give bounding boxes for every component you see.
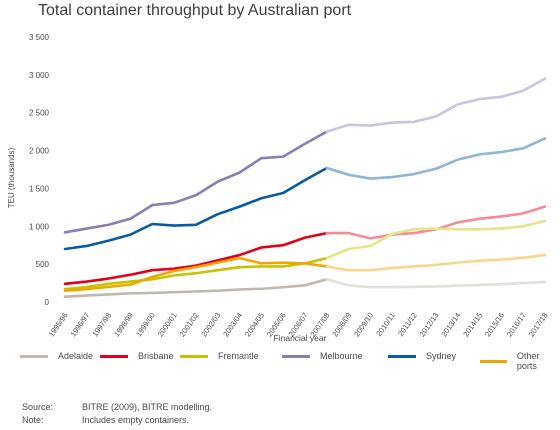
note-line: Note: Includes empty containers. xyxy=(22,414,212,427)
y-tick-label: 2 000 xyxy=(29,147,50,156)
x-tick-label: 2016/17 xyxy=(505,311,528,338)
y-tick-label: 2 500 xyxy=(29,109,50,118)
legend-item: Adelaide xyxy=(20,351,93,361)
legend-item: Brisbane xyxy=(100,351,174,361)
legend: Adelaide Brisbane Fremantle Melbourne Sydney… xyxy=(20,351,560,371)
source-label: Source: xyxy=(22,402,54,412)
x-tick-label: 2013/14 xyxy=(439,311,462,338)
source-line: Source: BITRE (2009), BITRE modelling. xyxy=(22,401,212,414)
legend-item: Other ports xyxy=(480,351,560,371)
line-chart: 0 500 1 000 1 500 2 000 2 500 3 000 3 500 1995/… xyxy=(7,33,550,343)
legend-swatch xyxy=(388,354,416,358)
series-sydney xyxy=(63,137,547,251)
series-line-projected xyxy=(325,253,547,272)
chart-title: Total container throughput by Australian… xyxy=(38,2,352,19)
legend-label: Sydney xyxy=(426,351,457,361)
note-text: Includes empty containers. xyxy=(82,415,190,425)
note-label: Note: xyxy=(22,415,44,425)
y-axis-label: TEU (thousands) xyxy=(7,147,16,208)
series-line-projected xyxy=(325,137,547,180)
legend-swatch xyxy=(480,359,507,363)
legend-item: Melbourne xyxy=(282,351,363,361)
legend-label: Adelaide xyxy=(58,351,94,361)
series-layer xyxy=(63,77,547,299)
legend-swatch xyxy=(20,354,48,358)
x-tick-label: 1995/96 xyxy=(47,311,70,338)
series-line-actual xyxy=(63,130,329,234)
y-axis: 0 500 1 000 1 500 2 000 2 500 3 000 3 500 xyxy=(29,33,50,307)
series-adelaide xyxy=(63,277,547,299)
x-tick-label: 2017/18 xyxy=(527,311,550,338)
x-tick-label: 1998/99 xyxy=(112,311,135,338)
source-notes: Source: BITRE (2009), BITRE modelling. No… xyxy=(22,401,212,427)
series-line-projected xyxy=(325,77,547,133)
x-tick-label: 2002/03 xyxy=(199,311,222,338)
legend-item: Fremantle xyxy=(180,351,259,361)
series-melbourne xyxy=(63,77,547,234)
series-line-actual xyxy=(63,166,329,251)
x-tick-label: 2012/13 xyxy=(418,311,441,338)
y-tick-label: 3 500 xyxy=(29,33,50,42)
x-tick-label: 2009/10 xyxy=(352,311,375,338)
legend-item: Sydney xyxy=(388,351,456,361)
y-tick-label: 1 500 xyxy=(29,184,50,193)
series-line-actual xyxy=(63,256,329,292)
x-tick-label: 2001/02 xyxy=(178,311,201,338)
x-tick-label: 2014/15 xyxy=(461,311,484,338)
series-line-projected xyxy=(325,205,547,240)
series-line-projected xyxy=(325,219,547,260)
x-tick-label: 2000/01 xyxy=(156,311,179,338)
series-line-actual xyxy=(63,231,329,286)
legend-swatch xyxy=(180,354,208,358)
x-tick-label: 1996/97 xyxy=(69,311,92,338)
legend-swatch xyxy=(100,354,128,358)
x-tick-label: 2015/16 xyxy=(483,311,506,338)
y-tick-label: 3 000 xyxy=(29,71,50,80)
x-tick-label: 2004/05 xyxy=(243,311,266,338)
series-other-ports xyxy=(63,253,547,292)
legend-label: Other ports xyxy=(516,351,540,371)
source-text: BITRE (2009), BITRE modelling. xyxy=(82,402,213,412)
x-tick-label: 2008/09 xyxy=(330,311,353,338)
x-tick-label: 2003/04 xyxy=(221,311,244,338)
x-axis-label: Financial year xyxy=(274,333,327,343)
x-tick-label: 2010/11 xyxy=(374,311,397,338)
legend-swatch xyxy=(282,354,310,358)
y-tick-label: 500 xyxy=(36,260,50,269)
legend-label: Fremantle xyxy=(218,351,259,361)
y-tick-label: 1 000 xyxy=(29,222,50,231)
legend-label: Melbourne xyxy=(320,351,363,361)
series-fremantle xyxy=(63,219,547,291)
y-tick-label: 0 xyxy=(45,298,50,307)
series-brisbane xyxy=(63,205,547,286)
series-line-projected xyxy=(325,277,547,289)
series-line-actual xyxy=(63,256,329,291)
x-tick-label: 2011/12 xyxy=(396,311,419,338)
legend-label: Brisbane xyxy=(138,351,174,361)
x-tick-label: 1999/00 xyxy=(134,311,157,338)
x-tick-label: 1997/98 xyxy=(90,311,113,338)
series-line-actual xyxy=(63,277,329,299)
